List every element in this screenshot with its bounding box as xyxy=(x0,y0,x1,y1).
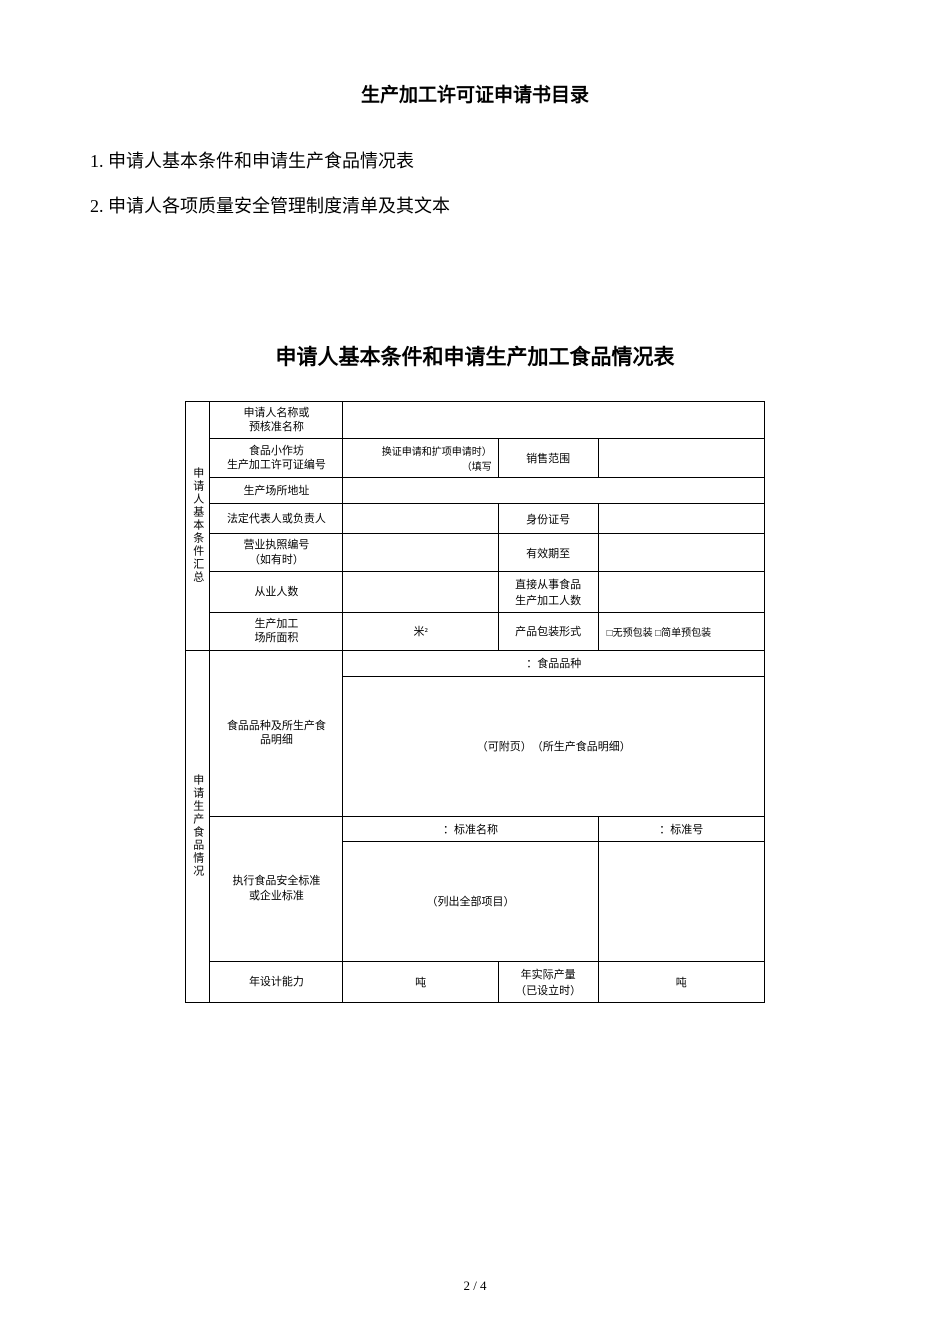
row2-label: 食品小作坊 生产加工许可证编号 xyxy=(210,439,343,478)
row2-sub-label: 销售范围 xyxy=(498,439,598,478)
row9-mid[interactable]: （列出全部项目） xyxy=(343,841,598,961)
row9-top-left: ：标准名称 xyxy=(343,816,598,841)
row5-sub-label: 有效期至 xyxy=(498,534,598,572)
row10-label: 年设计能力 xyxy=(210,961,343,1002)
row10-unit-left[interactable]: 吨 xyxy=(343,961,498,1002)
row7-sub-label: 产品包装形式 xyxy=(498,613,598,651)
row9-top-right: ：标准号 xyxy=(598,816,764,841)
row7-checkbox[interactable]: □无预包装 □简单预包装 xyxy=(598,613,764,651)
row10-sub-label: 年实际产量 （已设立时） xyxy=(498,961,598,1002)
toc-item-1: 1. 申请人基本条件和申请生产食品情况表 xyxy=(90,147,860,176)
document-title: 生产加工许可证申请书目录 xyxy=(90,80,860,107)
row8-bottom[interactable]: （可附页） （所生产食品明细） xyxy=(343,676,765,816)
row5-value1[interactable] xyxy=(343,534,498,572)
row4-sub-label: 身份证号 xyxy=(498,504,598,534)
row2-note: 换证申请和扩项申请时） （填写 xyxy=(343,439,498,478)
row7-unit[interactable]: 米² xyxy=(343,613,498,651)
row2-value[interactable] xyxy=(598,439,764,478)
row10-unit-right[interactable]: 吨 xyxy=(598,961,764,1002)
row1-value[interactable] xyxy=(343,401,765,439)
row6-sub-label: 直接从事食品 生产加工人数 xyxy=(498,572,598,613)
row8-label: 食品品种及所生产食 品明细 xyxy=(210,650,343,816)
row3-label: 生产场所地址 xyxy=(210,478,343,504)
section1-header: 申请人基本条件汇总 xyxy=(186,401,210,650)
section2-header: 申请生产食品情况 xyxy=(186,650,210,1002)
row4-value2[interactable] xyxy=(598,504,764,534)
row6-label: 从业人数 xyxy=(210,572,343,613)
section-title: 申请人基本条件和申请生产加工食品情况表 xyxy=(90,341,860,371)
row9-label: 执行食品安全标准 或企业标准 xyxy=(210,816,343,961)
row5-label: 营业执照编号 （如有时） xyxy=(210,534,343,572)
row9-value[interactable] xyxy=(598,841,764,961)
row4-label: 法定代表人或负责人 xyxy=(210,504,343,534)
row7-label: 生产加工 场所面积 xyxy=(210,613,343,651)
toc-item-2: 2. 申请人各项质量安全管理制度清单及其文本 xyxy=(90,192,860,221)
row8-top: ：食品品种 xyxy=(343,650,765,676)
row6-value1[interactable] xyxy=(343,572,498,613)
row5-value2[interactable] xyxy=(598,534,764,572)
row4-value1[interactable] xyxy=(343,504,498,534)
application-table: 申请人基本条件汇总 申请人名称或 预核准名称 食品小作坊 生产加工许可证编号 换… xyxy=(185,401,765,1003)
row6-value2[interactable] xyxy=(598,572,764,613)
page-footer: 2 / 4 xyxy=(0,1278,950,1294)
row1-label: 申请人名称或 预核准名称 xyxy=(210,401,343,439)
row3-value[interactable] xyxy=(343,478,765,504)
